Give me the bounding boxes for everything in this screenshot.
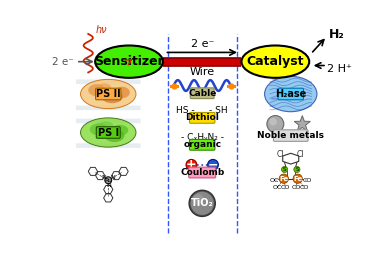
- FancyBboxPatch shape: [76, 119, 141, 123]
- Ellipse shape: [265, 76, 317, 112]
- Text: 2 e⁻: 2 e⁻: [191, 39, 214, 49]
- Circle shape: [269, 118, 277, 126]
- Circle shape: [293, 174, 302, 183]
- FancyBboxPatch shape: [76, 79, 141, 84]
- FancyBboxPatch shape: [189, 139, 215, 150]
- FancyBboxPatch shape: [278, 88, 304, 100]
- Text: 2 H⁺: 2 H⁺: [327, 64, 352, 74]
- Ellipse shape: [112, 125, 128, 136]
- Text: Wire: Wire: [190, 67, 215, 77]
- Circle shape: [279, 174, 288, 183]
- FancyBboxPatch shape: [76, 143, 141, 148]
- Circle shape: [105, 177, 112, 184]
- FancyBboxPatch shape: [96, 127, 120, 138]
- Circle shape: [294, 166, 300, 173]
- Circle shape: [193, 194, 204, 205]
- FancyBboxPatch shape: [273, 130, 308, 141]
- Text: Sensitizer: Sensitizer: [94, 55, 164, 68]
- Text: OC: OC: [273, 185, 282, 190]
- Text: S: S: [295, 167, 299, 172]
- Text: 2 e⁻: 2 e⁻: [52, 57, 74, 67]
- Text: +: +: [186, 158, 197, 171]
- Ellipse shape: [95, 45, 163, 78]
- Text: TiO₂: TiO₂: [191, 198, 214, 208]
- Circle shape: [189, 190, 215, 217]
- FancyBboxPatch shape: [76, 106, 141, 110]
- Text: Fe: Fe: [279, 176, 288, 182]
- Ellipse shape: [81, 118, 136, 147]
- Text: CO: CO: [302, 178, 311, 183]
- FancyBboxPatch shape: [189, 167, 216, 178]
- Text: CO: CO: [281, 185, 290, 190]
- Text: H₂: H₂: [328, 28, 344, 41]
- Ellipse shape: [98, 83, 112, 92]
- Text: HS - ... - SH: HS - ... - SH: [177, 106, 228, 115]
- Text: Ru: Ru: [104, 178, 112, 183]
- FancyArrow shape: [271, 97, 282, 100]
- Text: N: N: [106, 183, 111, 188]
- Ellipse shape: [90, 123, 108, 136]
- Text: N: N: [110, 175, 115, 180]
- Text: Catalyst: Catalyst: [246, 55, 304, 68]
- Text: −: −: [208, 158, 218, 171]
- Polygon shape: [294, 116, 310, 131]
- FancyArrow shape: [279, 92, 289, 96]
- Text: CO: CO: [299, 185, 308, 190]
- Circle shape: [191, 192, 214, 215]
- FancyBboxPatch shape: [189, 113, 215, 123]
- FancyArrow shape: [287, 88, 297, 91]
- Text: Fe: Fe: [293, 176, 302, 182]
- Text: Cable: Cable: [188, 89, 216, 98]
- Text: CO: CO: [291, 185, 301, 190]
- Text: Cl: Cl: [297, 150, 305, 158]
- Circle shape: [282, 166, 288, 173]
- Ellipse shape: [101, 89, 123, 103]
- Ellipse shape: [104, 129, 124, 142]
- Text: Noble metals: Noble metals: [257, 131, 324, 140]
- Text: Cl: Cl: [277, 150, 285, 158]
- Text: S: S: [283, 167, 287, 172]
- Ellipse shape: [115, 87, 130, 98]
- Text: PS I: PS I: [98, 127, 119, 137]
- Ellipse shape: [242, 45, 309, 78]
- Text: N: N: [101, 175, 106, 180]
- Text: Coulomb: Coulomb: [180, 168, 224, 177]
- Text: OC: OC: [270, 178, 279, 183]
- Text: Dithiol: Dithiol: [185, 113, 219, 122]
- Text: PS II: PS II: [96, 89, 121, 99]
- Circle shape: [208, 160, 218, 170]
- Ellipse shape: [98, 121, 114, 131]
- Ellipse shape: [81, 79, 136, 109]
- Text: hν: hν: [96, 25, 108, 35]
- FancyBboxPatch shape: [190, 88, 214, 99]
- Text: H₂ase: H₂ase: [275, 89, 307, 99]
- Text: - CₓHᵧN₂ -: - CₓHᵧN₂ -: [181, 133, 224, 142]
- Circle shape: [186, 160, 197, 170]
- Circle shape: [267, 116, 284, 133]
- Text: organic: organic: [183, 140, 221, 149]
- FancyBboxPatch shape: [96, 88, 121, 100]
- Ellipse shape: [88, 84, 105, 96]
